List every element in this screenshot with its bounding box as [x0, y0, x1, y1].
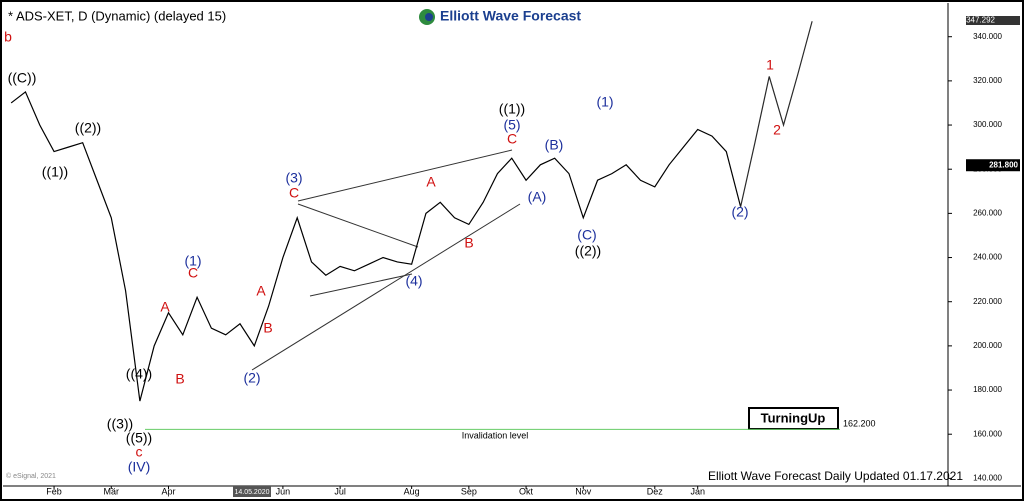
x-tick-label: Jan [690, 486, 705, 496]
high-box [966, 16, 1020, 25]
wave-label: (4) [405, 273, 422, 289]
date-marker-box [233, 486, 271, 497]
wave-label: B [464, 235, 473, 251]
wave-label: (A) [528, 189, 547, 205]
y-tick-label: 340.000 [973, 32, 1002, 41]
wave-label: c [136, 444, 143, 460]
wave-label: ((1)) [42, 164, 68, 180]
wave-label: (1) [596, 94, 613, 110]
price-line [740, 21, 813, 207]
y-tick-label: 160.000 [973, 429, 1002, 438]
x-tick-label: Okt [519, 486, 534, 496]
y-tick-label: 300.000 [973, 120, 1002, 129]
y-tick-label: 220.000 [973, 297, 1002, 306]
x-tick-label: Sep [461, 486, 477, 496]
wave-label: ((4)) [126, 366, 152, 382]
wave-label: (2) [731, 204, 748, 220]
wave-line [297, 149, 513, 202]
wave-label: ((2)) [75, 120, 101, 136]
wave-label: (1) [184, 253, 201, 269]
wave-label: (5) [503, 117, 520, 133]
y-tick-label: 200.000 [973, 341, 1002, 350]
last-price-box [966, 159, 1020, 172]
x-tick-label: Aug [404, 486, 420, 496]
high-label: 347.292 [966, 16, 995, 25]
price-line [10, 90, 742, 402]
y-tick-label: 180.000 [973, 385, 1002, 394]
y-tick-label: 240.000 [973, 253, 1002, 262]
wave-label: (IV) [128, 459, 151, 475]
wave-label: A [256, 283, 266, 299]
wave-label: B [175, 371, 184, 387]
badge: TurningUp [761, 410, 826, 425]
date-marker: 14.05.2020 [234, 489, 269, 496]
wave-label: ((C)) [8, 70, 37, 86]
x-tick-label: Apr [161, 486, 175, 496]
wave-label: C [507, 131, 517, 147]
wave-label: 1 [766, 57, 774, 73]
wave-label: (C) [577, 227, 596, 243]
last-price: 281.800 [989, 160, 1018, 169]
x-tick-label: Nov [575, 486, 592, 496]
invalidation-value: 162.200 [843, 419, 876, 429]
chart-title: * ADS-XET, D (Dynamic) (delayed 15) [8, 8, 226, 23]
logo-text: Elliott Wave Forecast [440, 8, 581, 24]
x-tick-label: Dez [647, 486, 664, 496]
y-tick-label: 140.000 [973, 473, 1002, 482]
wave-label: ((3)) [107, 416, 133, 432]
y-tick-label: 320.000 [973, 76, 1002, 85]
invalidation-text: Invalidation level [462, 431, 529, 441]
x-tick-label: Jun [276, 486, 291, 496]
wave-label: (B) [545, 137, 564, 153]
wave-line [309, 273, 413, 297]
wave-label: C [188, 265, 198, 281]
wave-label: ((5)) [126, 430, 152, 446]
wave-line [251, 203, 521, 371]
wave-line [297, 203, 419, 248]
wave-label: 2 [773, 122, 781, 138]
wave-label: ((2)) [575, 243, 601, 259]
wave-label: A [426, 174, 436, 190]
x-tick-label: Mär [104, 486, 120, 496]
wave-label: b [4, 29, 12, 45]
wave-label: B [263, 320, 272, 336]
wave-label: ((1)) [499, 101, 525, 117]
wave-label: C [289, 185, 299, 201]
wave-label: A [160, 299, 170, 315]
copyright: © eSignal, 2021 [6, 472, 56, 480]
x-tick-label: Jul [334, 486, 346, 496]
y-tick-label: 260.000 [973, 208, 1002, 217]
wave-label: (3) [285, 170, 302, 186]
logo-icon-inner [425, 13, 433, 21]
footer: Elliott Wave Forecast Daily Updated 01.1… [708, 469, 963, 483]
wave-label: (2) [243, 370, 260, 386]
x-tick-label: Feb [46, 486, 62, 496]
